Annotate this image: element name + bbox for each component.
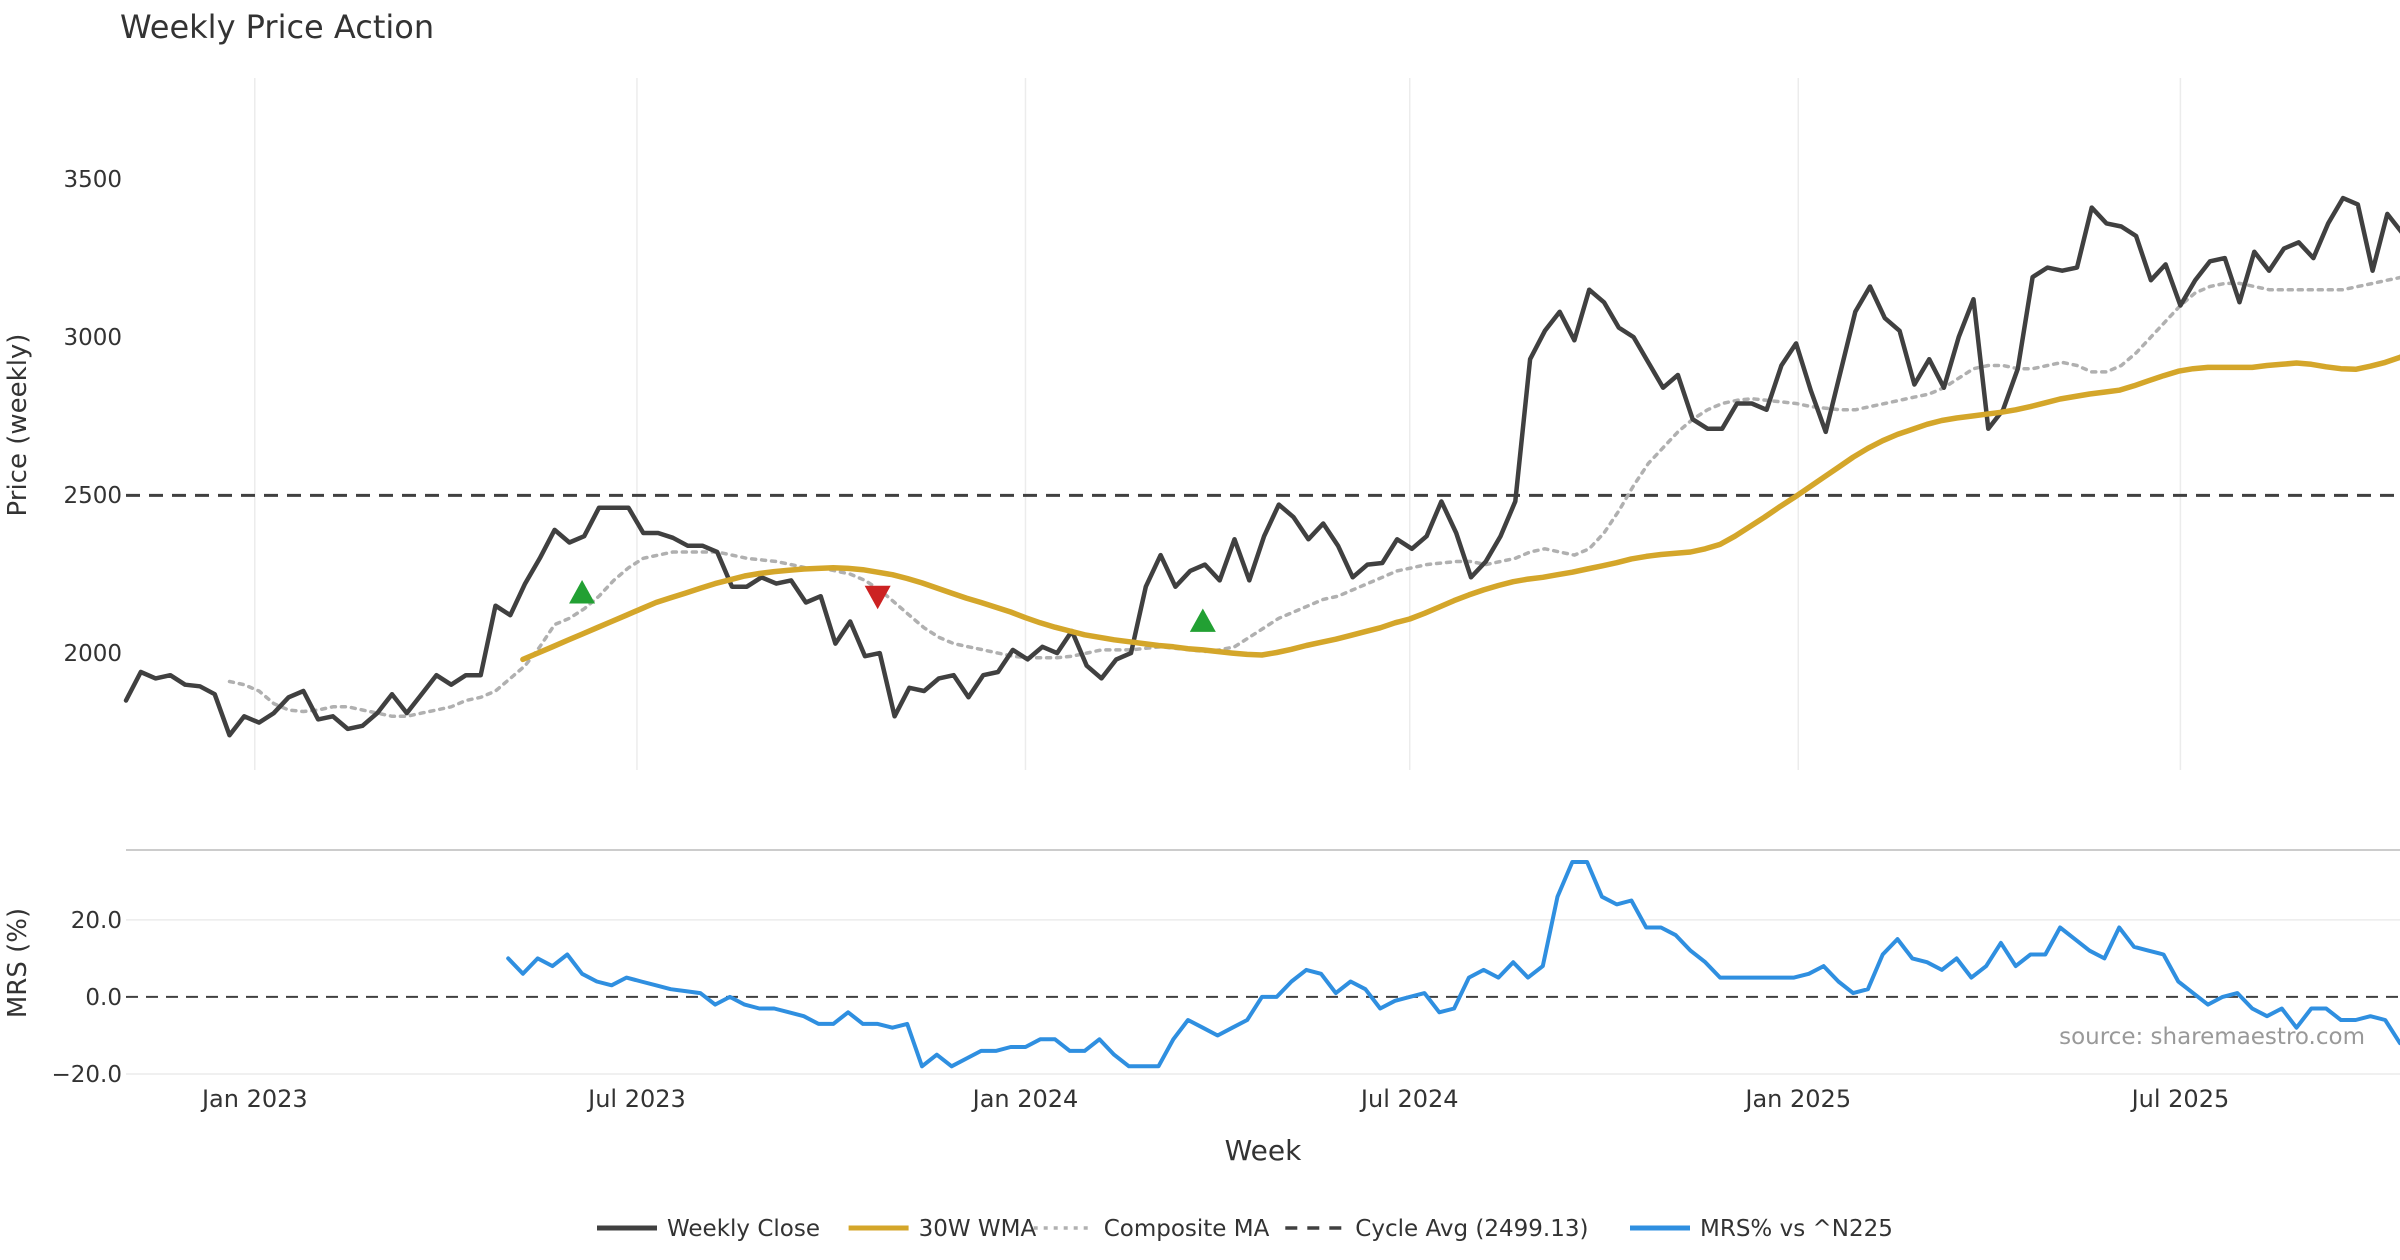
sell-signal-marker bbox=[864, 585, 891, 610]
mrs-line bbox=[506, 860, 2400, 1069]
legend: Weekly Close 30W WMA Composite MA Cycle Avg… bbox=[597, 1216, 1893, 1242]
source-text: source: sharemaestro.com bbox=[2059, 1024, 2365, 1050]
buy-signal-marker bbox=[1189, 608, 1216, 632]
legend-label: Cycle Avg (2499.13) bbox=[1355, 1216, 1588, 1242]
legend-label: 30W WMA bbox=[919, 1216, 1037, 1242]
mrs-y-tick-label: 0.0 bbox=[85, 985, 122, 1011]
weekly-close-line bbox=[123, 195, 2400, 738]
price-y-tick-label: 2000 bbox=[63, 641, 122, 667]
price-y-tick-labels: 2000 2500 3000 3500 bbox=[63, 167, 122, 667]
price-y-tick-label: 3500 bbox=[63, 167, 122, 193]
price-series bbox=[123, 195, 2400, 738]
mrs-y-tick-label: 20.0 bbox=[71, 908, 122, 934]
x-tick-labels: Jan 2023 Jul 2023 Jan 2024 Jul 2024 Jan 2025… bbox=[200, 1085, 2229, 1113]
x-axis-label: Week bbox=[1225, 1134, 1302, 1167]
mrs-y-tick-label: −20.0 bbox=[52, 1062, 122, 1088]
chart-title: Weekly Price Action bbox=[120, 8, 434, 46]
price-y-tick-label: 2500 bbox=[63, 483, 122, 509]
x-tick-label: Jan 2023 bbox=[200, 1085, 308, 1113]
mrs-gridlines bbox=[126, 919, 2400, 1075]
mrs-y-axis-label: MRS (%) bbox=[3, 908, 33, 1018]
signal-markers bbox=[569, 580, 1216, 632]
mrs-series bbox=[506, 860, 2400, 1069]
price-y-axis-label: Price (weekly) bbox=[3, 334, 33, 517]
mrs-y-tick-labels: 20.0 0.0 −20.0 bbox=[52, 908, 122, 1088]
x-tick-label: Jul 2024 bbox=[1359, 1085, 1459, 1113]
price-gridlines bbox=[254, 78, 2182, 770]
x-tick-label: Jul 2023 bbox=[586, 1085, 686, 1113]
x-tick-label: Jul 2025 bbox=[2130, 1085, 2230, 1113]
x-tick-label: Jan 2024 bbox=[971, 1085, 1079, 1113]
legend-label: MRS% vs ^N225 bbox=[1700, 1216, 1893, 1242]
composite-ma-line bbox=[227, 275, 2400, 719]
legend-label: Composite MA bbox=[1104, 1216, 1270, 1242]
price-y-tick-label: 3000 bbox=[63, 325, 122, 351]
buy-signal-marker bbox=[569, 580, 596, 604]
wma-30w-line bbox=[520, 354, 2400, 663]
x-tick-label: Jan 2025 bbox=[1743, 1085, 1851, 1113]
legend-label: Weekly Close bbox=[667, 1216, 820, 1242]
